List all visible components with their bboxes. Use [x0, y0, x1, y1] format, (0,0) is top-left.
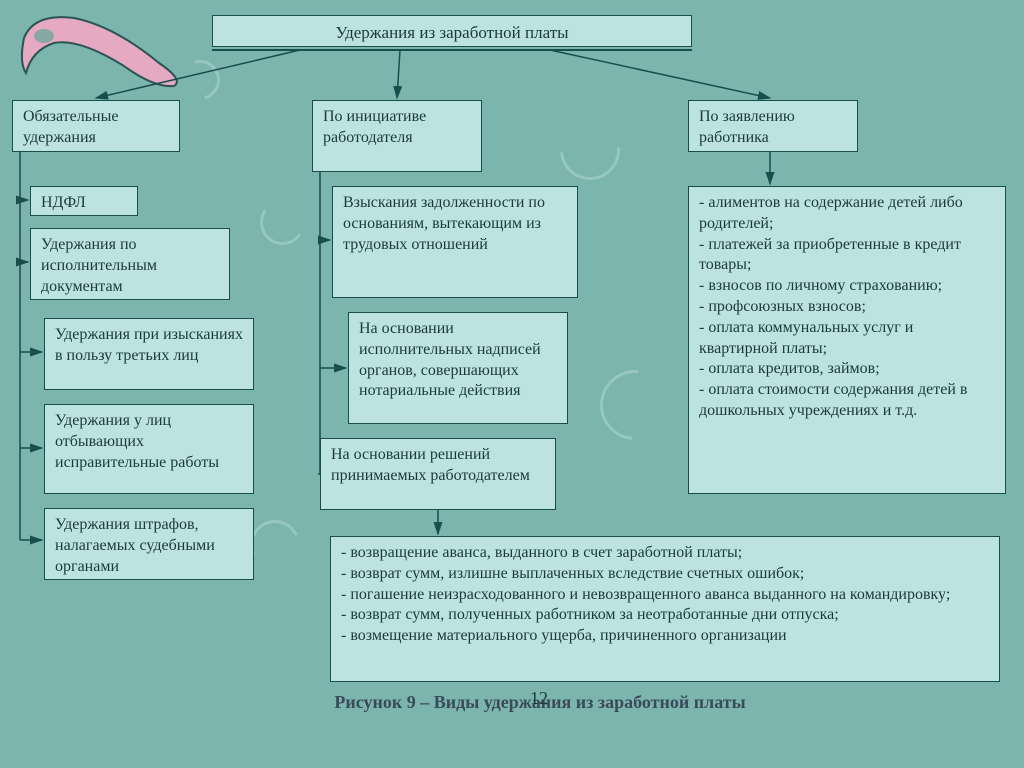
page-number: 12: [530, 688, 548, 709]
c3-list: - алиментов на содержание детей либо род…: [688, 186, 1006, 494]
accent-shape: [14, 8, 194, 88]
title-box: Удержания из заработной платы: [212, 15, 692, 47]
c1-item-fines: Удержания штрафов, налагаемых судебными …: [44, 508, 254, 580]
c2-item-labor: Взыскания задолженности по основаниям, в…: [332, 186, 578, 298]
col3-header: По заявлению работника: [688, 100, 858, 152]
c1-item-third: Удержания при изысканиях в пользу третьи…: [44, 318, 254, 390]
bottom-list: - возвращение аванса, выданного в счет з…: [330, 536, 1000, 682]
col2-header: По инициативе работодателя: [312, 100, 482, 172]
c1-item-corrective: Удержания у лиц отбывающих исправительны…: [44, 404, 254, 494]
c2-item-notary: На основании исполнительных надписей орг…: [348, 312, 568, 424]
c1-item-ispolnit: Удержания по исполнительным документам: [30, 228, 230, 300]
c1-item-ndfl: НДФЛ: [30, 186, 138, 216]
col1-header: Обязательные удержания: [12, 100, 180, 152]
c2-item-employer: На основании решений принимаемых работод…: [320, 438, 556, 510]
